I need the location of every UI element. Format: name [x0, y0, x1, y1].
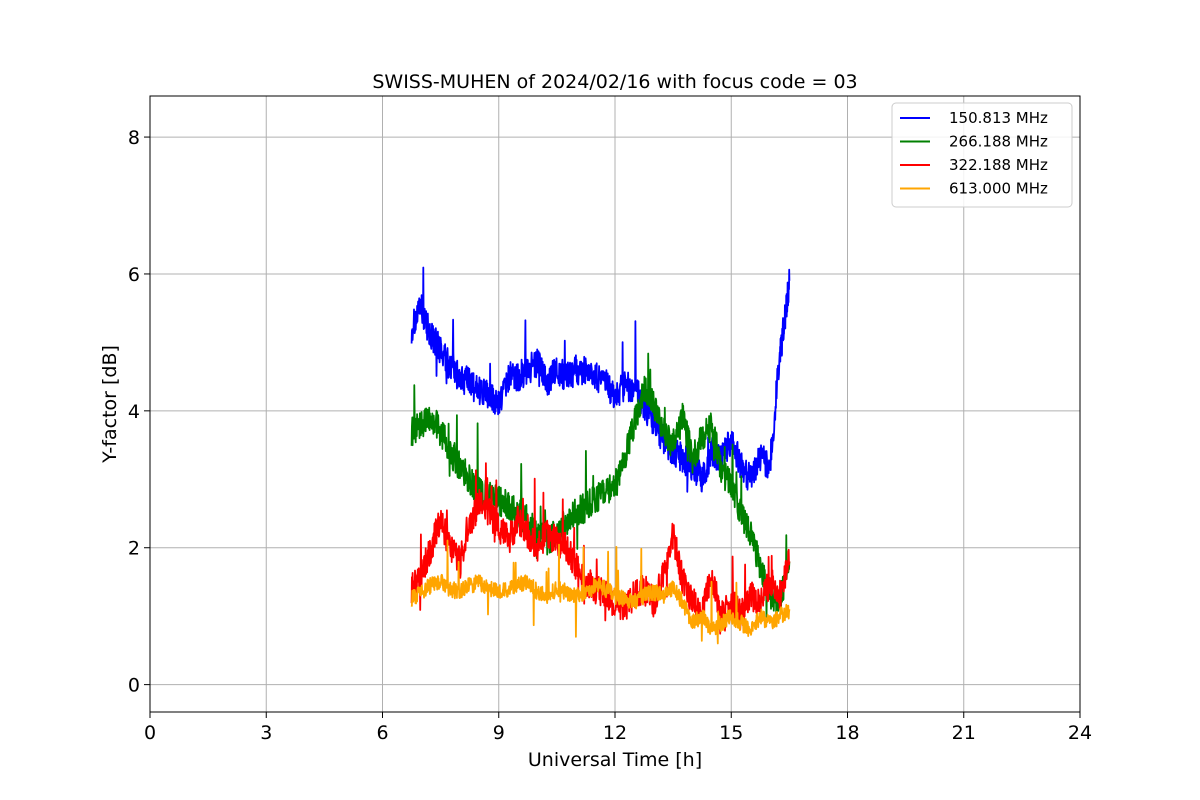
x-tick-label: 0	[144, 722, 156, 744]
y-tick-label: 6	[128, 264, 140, 286]
x-tick-label: 24	[1068, 722, 1092, 744]
series-line	[410, 266, 791, 493]
x-tick-label: 9	[493, 722, 505, 744]
y-tick-label: 0	[128, 675, 140, 697]
series-line	[410, 352, 791, 619]
y-tick-label: 8	[128, 127, 140, 149]
chart-title: SWISS-MUHEN of 2024/02/16 with focus cod…	[372, 71, 857, 93]
series-line	[410, 462, 791, 635]
x-tick-label: 21	[952, 722, 976, 744]
x-axis: 0 3 6 9 12 15 18 21 24	[144, 712, 1092, 744]
legend-box	[891, 102, 1073, 208]
x-tick-label: 12	[603, 722, 627, 744]
series-line	[410, 539, 791, 645]
legend-label: 150.813 MHz	[949, 109, 1048, 127]
y-axis: 0 2 4 6 8	[128, 127, 150, 697]
legend-label: 613.000 MHz	[949, 180, 1048, 198]
y-axis-label: Y-factor [dB]	[99, 345, 121, 464]
x-tick-label: 3	[260, 722, 272, 744]
y-tick-label: 2	[128, 538, 140, 560]
legend: 150.813 MHz 266.188 MHz 322.188 MHz 613.000…	[891, 102, 1073, 208]
x-tick-label: 15	[719, 722, 743, 744]
y-tick-label: 4	[128, 401, 140, 423]
x-tick-label: 6	[376, 722, 388, 744]
plot-area	[410, 266, 791, 645]
x-axis-label: Universal Time [h]	[528, 749, 702, 771]
x-tick-label: 18	[835, 722, 859, 744]
legend-label: 322.188 MHz	[949, 156, 1048, 174]
legend-label: 266.188 MHz	[949, 133, 1048, 151]
